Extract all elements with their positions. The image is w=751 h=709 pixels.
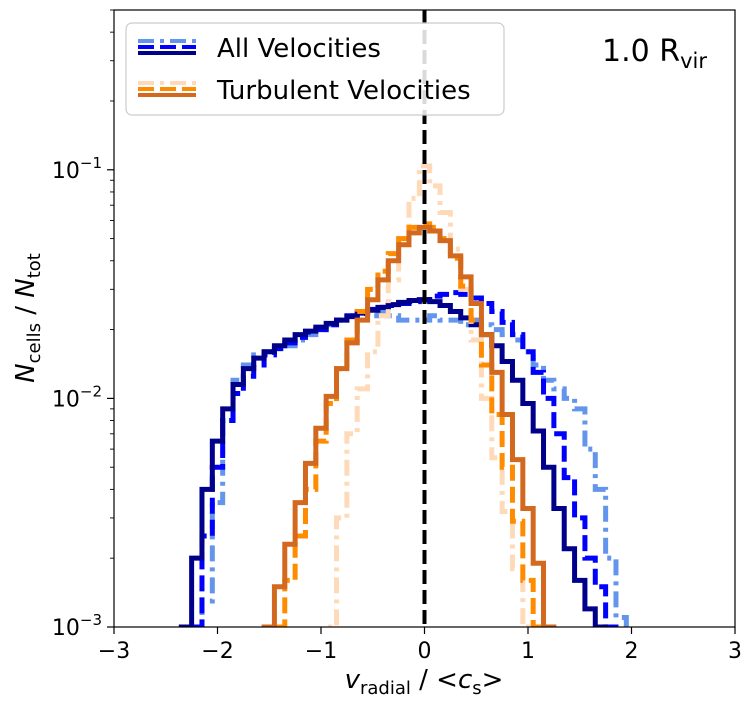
x-tick-label: 2 [625, 639, 639, 664]
ticks-layer: −3 −2 −1 0 1 2 3 10−3 10−2 10−1 [52, 9, 742, 664]
y-tick-label: 10−3 [52, 611, 102, 641]
legend-box [125, 22, 505, 116]
series-line-3 [323, 163, 536, 627]
legend-label-all: All Velocities [217, 34, 381, 64]
x-tick-label: 3 [728, 639, 742, 664]
series-line-4 [271, 221, 547, 627]
y-axis-label: Ncells / Ntot [11, 253, 45, 383]
series-line-2 [178, 297, 609, 627]
x-axis-label: vradial / <cs> [345, 665, 504, 699]
radius-annotation: 1.0 Rvir [602, 34, 707, 73]
y-tick-label: 10−2 [52, 382, 102, 412]
x-tick-label: 1 [521, 639, 535, 664]
legend-label-turbulent: Turbulent Velocities [216, 76, 471, 106]
x-tick-label: −3 [98, 639, 130, 664]
series-line-5 [261, 224, 557, 627]
x-tick-label: −1 [305, 639, 337, 664]
y-tick-label: 10−1 [52, 154, 102, 184]
legend: All Velocities Turbulent Velocities [125, 22, 505, 116]
x-tick-label: 0 [418, 639, 432, 664]
series-layer [178, 163, 629, 627]
x-tick-label: −2 [201, 639, 233, 664]
legend-swatches [138, 39, 196, 97]
